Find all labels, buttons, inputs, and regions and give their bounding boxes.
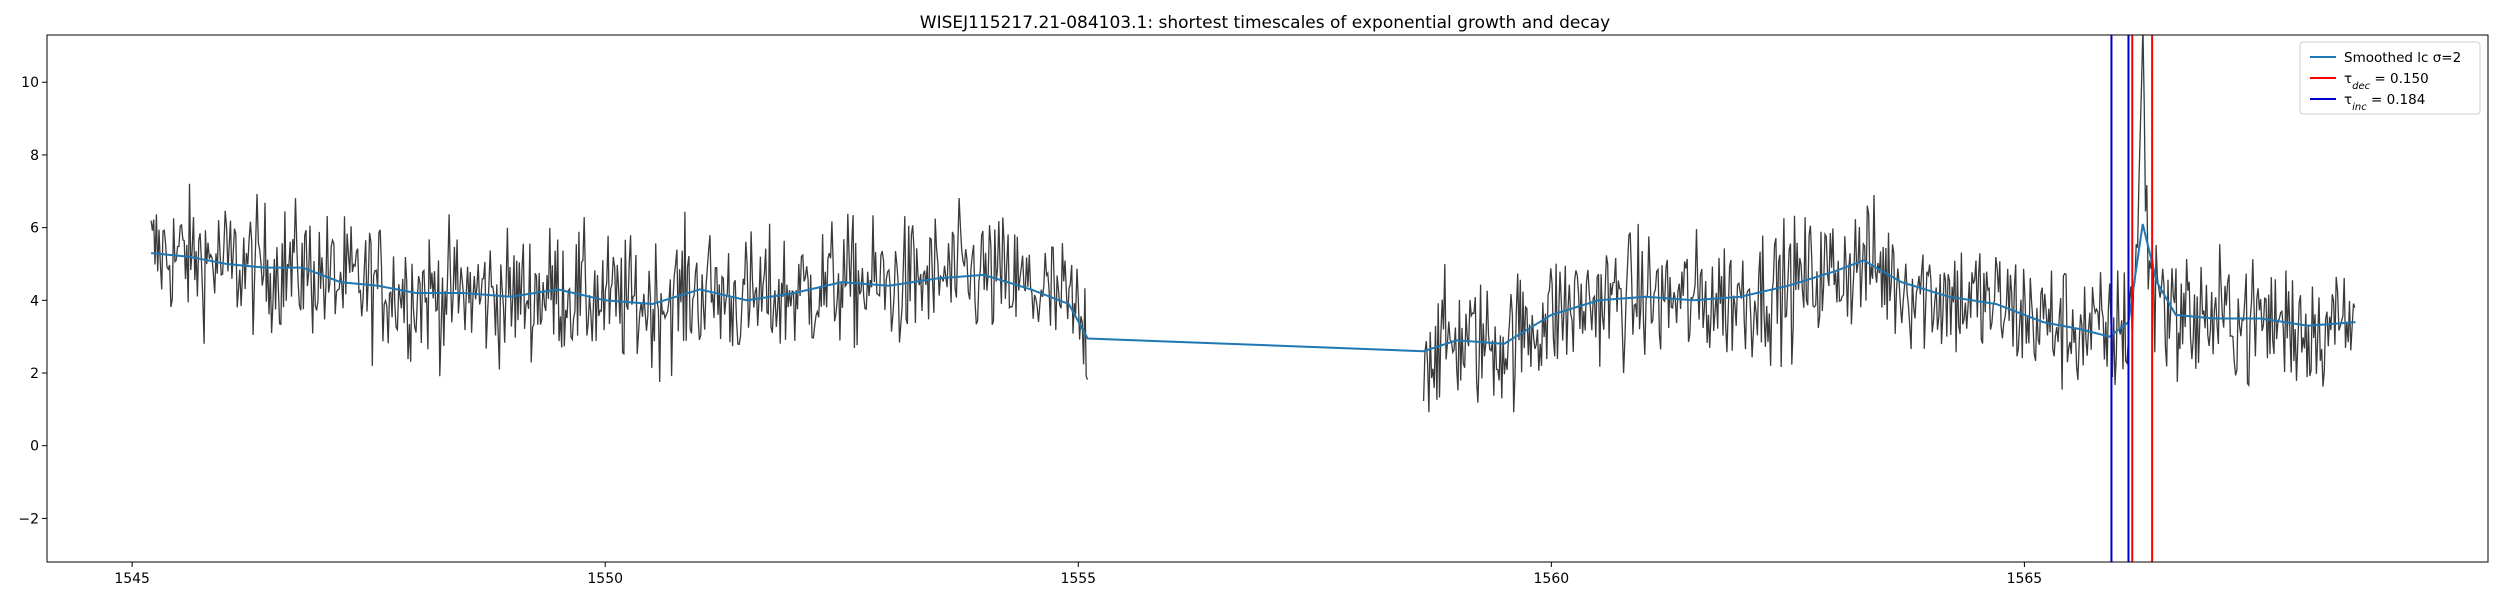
smoothed-lightcurve-series <box>151 223 2356 353</box>
y-tick-label: 0 <box>30 439 39 455</box>
timescale-markers <box>2110 35 2154 562</box>
y-tick-label: 4 <box>30 293 39 309</box>
x-axis: 1545 1550 1555 1560 1565 <box>114 562 2042 587</box>
y-tick-label: 2 <box>30 366 39 382</box>
x-tick-label: 1560 <box>1534 571 1570 587</box>
x-tick-label: 1545 <box>114 571 150 587</box>
y-tick-label: 8 <box>30 148 39 164</box>
legend-label-smoothed: Smoothed lc σ=2 <box>2344 50 2461 66</box>
y-tick-label: −2 <box>18 511 39 527</box>
legend-box <box>2299 41 2481 115</box>
x-tick-label: 1550 <box>587 571 623 587</box>
legend-label-tau_inc: τinc = 0.184 <box>2344 92 2425 113</box>
y-tick-label: 6 <box>30 221 39 237</box>
legend-label-tau_dec: τdec = 0.150 <box>2344 71 2429 92</box>
plot-area <box>150 35 2356 562</box>
axes-frame <box>46 34 2489 563</box>
x-tick-label: 1555 <box>1060 571 1096 587</box>
raw-lightcurve-series <box>150 35 2356 413</box>
y-tick-label: 10 <box>21 75 39 91</box>
x-tick-label: 1565 <box>2007 571 2043 587</box>
y-axis: −2 0 2 4 6 8 10 <box>18 75 47 527</box>
chart-title: WISEJ115217.21-084103.1: shortest timesc… <box>920 13 1610 33</box>
